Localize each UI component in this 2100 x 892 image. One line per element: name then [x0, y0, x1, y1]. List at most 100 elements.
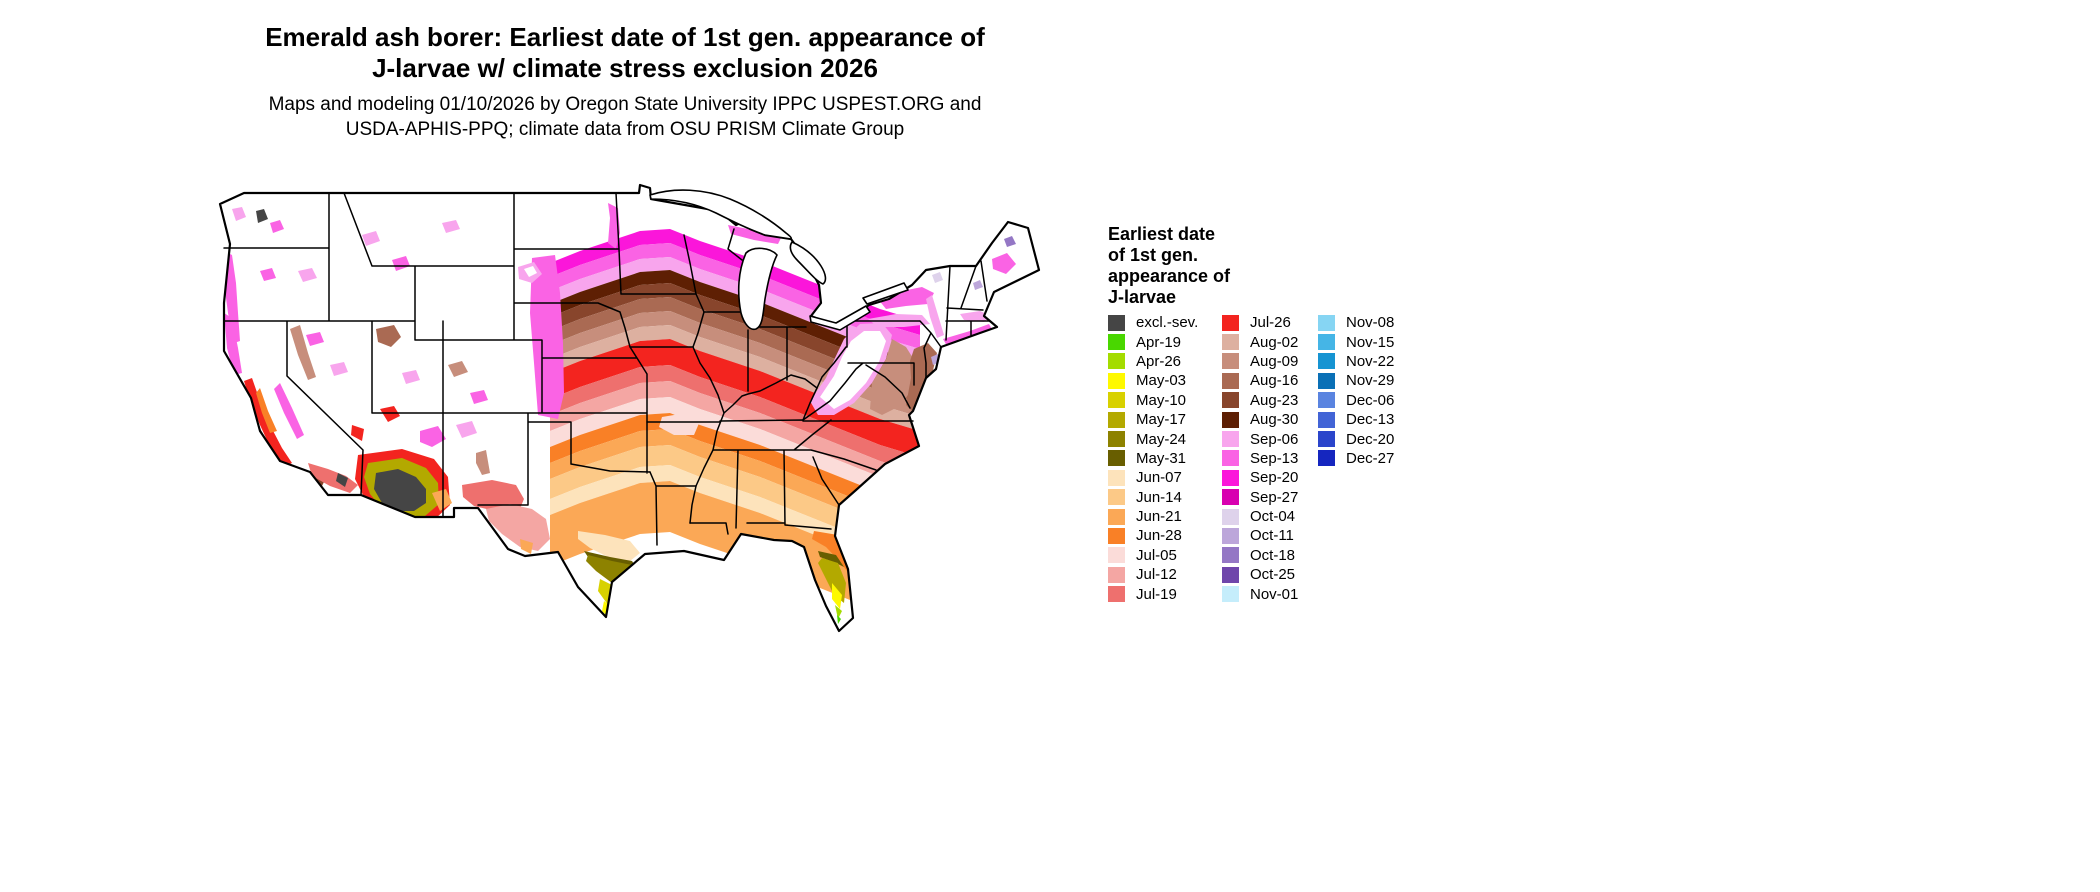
- legend-swatch: [1108, 353, 1125, 370]
- map-region-sep-13: [274, 383, 304, 439]
- map-region-apr-26: [835, 605, 842, 619]
- legend-entry: Jul-05: [1108, 546, 1198, 565]
- legend-swatch: [1222, 469, 1239, 486]
- legend-swatch: [1222, 450, 1239, 467]
- map-region-jul-26: [550, 339, 920, 457]
- legend-swatch: [1108, 411, 1125, 428]
- map-region-jun-21: [520, 539, 533, 554]
- legend-title-line: appearance of: [1108, 266, 1231, 286]
- map-region-sep-13: [260, 268, 276, 281]
- legend-label: Sep-20: [1250, 469, 1299, 487]
- map-subtitle-line1: Maps and modeling 01/10/2026 by Oregon S…: [268, 94, 982, 115]
- legend-label: Jul-12: [1136, 566, 1177, 584]
- legend-label: Aug-09: [1250, 352, 1299, 370]
- legend-swatch: [1222, 586, 1239, 603]
- legend-label: May-24: [1136, 430, 1187, 448]
- legend-label: Nov-01: [1250, 585, 1299, 603]
- legend-label: Apr-19: [1136, 333, 1182, 351]
- legend-swatch: [1318, 314, 1335, 331]
- map-region-oct-11: [973, 280, 983, 290]
- legend-label: Oct-04: [1250, 508, 1296, 526]
- legend-entry: May-03: [1108, 371, 1198, 390]
- legend-swatch: [1318, 450, 1335, 467]
- map-region-aug-09: [476, 450, 490, 475]
- map-subtitle-line2: USDA-APHIS-PPQ; climate data from OSU PR…: [345, 119, 905, 140]
- legend-swatch: [1222, 353, 1239, 370]
- legend-entry: Nov-08: [1318, 313, 1394, 332]
- legend-entry: Jun-14: [1108, 488, 1198, 507]
- legend-entry: Dec-27: [1318, 449, 1394, 468]
- legend-swatch: [1222, 566, 1239, 583]
- legend-swatch: [1222, 411, 1239, 428]
- legend-label: Oct-18: [1250, 546, 1296, 564]
- legend-label: Dec-27: [1346, 449, 1395, 467]
- legend-swatch: [1108, 314, 1125, 331]
- legend-entry: Oct-11: [1222, 526, 1298, 545]
- legend-label: Nov-15: [1346, 333, 1395, 351]
- legend-entry: Sep-13: [1222, 449, 1298, 468]
- legend-label: Jul-19: [1136, 585, 1177, 603]
- legend-swatch: [1318, 411, 1335, 428]
- map-region-sep-06: [442, 220, 460, 233]
- map-region-sep-13: [530, 255, 564, 419]
- lake-michigan: [737, 247, 778, 331]
- map-region-sep-06: [330, 362, 348, 376]
- map-region-sep-13: [420, 426, 446, 447]
- legend-label: May-31: [1136, 449, 1187, 467]
- map-region-jun-28: [256, 388, 277, 433]
- legend-entry: Dec-13: [1318, 410, 1394, 429]
- legend-entry: Nov-29: [1318, 371, 1394, 390]
- legend-swatch: [1222, 392, 1239, 409]
- legend-entry: Dec-20: [1318, 429, 1394, 448]
- legend-label: Jun-14: [1136, 488, 1182, 506]
- legend-entry: Dec-06: [1318, 391, 1394, 410]
- legend-entry: Jun-21: [1108, 507, 1198, 526]
- map-region-aug-09: [870, 339, 916, 415]
- lake-ontario: [862, 282, 909, 305]
- map-region-jul-26: [351, 425, 364, 441]
- map-title: Emerald ash borer: Earliest date of 1st …: [0, 22, 1250, 84]
- map-region-sep-06: [960, 311, 991, 322]
- legend-column-2: Jul-26 Aug-02 Aug-09 Aug-16 Aug-23 Aug-30 Sep-…: [1222, 313, 1298, 604]
- legend-entry: Oct-04: [1222, 507, 1298, 526]
- legend-swatch: [1222, 547, 1239, 564]
- map-region-sep-13: [270, 220, 284, 233]
- legend-swatch: [1108, 469, 1125, 486]
- legend-title: Earliest date of 1st gen. appearance of …: [1108, 224, 1230, 308]
- great-lakes: [649, 189, 909, 331]
- legend-label: Nov-29: [1346, 372, 1395, 390]
- map-region-sep-06: [926, 295, 944, 338]
- legend-swatch: [1222, 431, 1239, 448]
- legend-label: Apr-26: [1136, 352, 1182, 370]
- us-map-svg: [218, 183, 1041, 633]
- map-region-may-03: [832, 583, 842, 609]
- lake-huron: [789, 241, 827, 285]
- legend-swatch: [1108, 334, 1125, 351]
- legend-entry: Sep-27: [1222, 488, 1298, 507]
- map-region-jul-12: [486, 504, 550, 551]
- map-region-aug-09: [448, 361, 468, 377]
- legend-title-line: Earliest date: [1108, 224, 1216, 244]
- legend-label: Jun-28: [1136, 527, 1182, 545]
- legend-swatch: [1222, 314, 1239, 331]
- map-region-aug-16: [376, 325, 401, 347]
- map-region-jun-07: [578, 531, 640, 561]
- map-region-sep-13: [728, 225, 782, 244]
- legend-label: Dec-13: [1346, 411, 1395, 429]
- lake-superior: [649, 189, 793, 240]
- map-region-oct-04: [932, 272, 943, 283]
- legend-swatch: [1222, 508, 1239, 525]
- legend-title-line: of 1st gen.: [1108, 245, 1199, 265]
- legend-swatch: [1318, 431, 1335, 448]
- legend-label: Sep-13: [1250, 449, 1299, 467]
- legend-label: Aug-23: [1250, 391, 1299, 409]
- legend-label: Sep-06: [1250, 430, 1299, 448]
- legend-swatch: [1108, 431, 1125, 448]
- legend-swatch: [1318, 392, 1335, 409]
- map-region-aug-16: [906, 343, 937, 413]
- legend-label: Aug-30: [1250, 411, 1299, 429]
- legend-swatch: [1108, 547, 1125, 564]
- legend-entry: Aug-23: [1222, 391, 1298, 410]
- map-region-sep-06: [232, 207, 246, 221]
